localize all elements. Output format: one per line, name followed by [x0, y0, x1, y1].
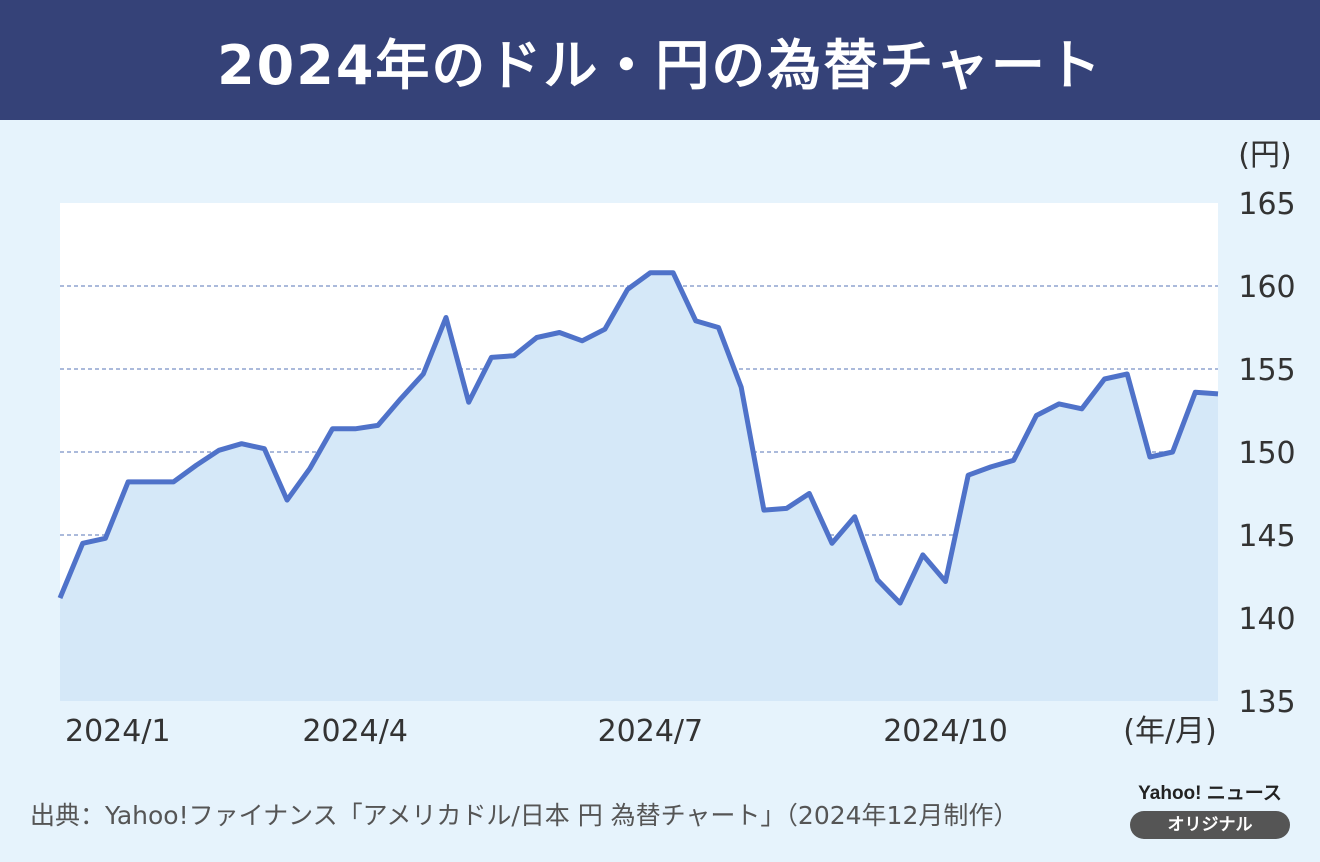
y-tick-label-165: 165	[1238, 187, 1295, 222]
chart-title: 2024年のドル・円の為替チャート	[217, 33, 1103, 97]
x-tick-label-2: 2024/7	[598, 714, 704, 749]
brand-name: Yahoo! ニュース	[1138, 783, 1282, 804]
x-tick-label-3: 2024/10	[883, 714, 1008, 749]
x-tick-labels: 2024/1 2024/4 2024/7 2024/10	[65, 714, 1008, 749]
y-tick-label-150: 150	[1238, 436, 1295, 471]
brand-badge: オリジナル	[1130, 811, 1290, 839]
y-tick-label-160: 160	[1238, 270, 1295, 305]
y-unit-label: (円)	[1238, 138, 1291, 173]
source-note: 出典：Yahoo!ファイナンス「アメリカドル/日本 円 為替チャート」（2024…	[30, 801, 1019, 830]
chart-header: 2024年のドル・円の為替チャート	[0, 0, 1320, 120]
x-unit-label: (年/月)	[1123, 714, 1217, 749]
y-tick-label-155: 155	[1238, 353, 1295, 388]
y-tick-label-140: 140	[1238, 602, 1295, 637]
x-tick-label-1: 2024/4	[302, 714, 408, 749]
brand-logo: Yahoo! ニュース オリジナル	[1130, 778, 1290, 839]
y-tick-labels: 135 140 145 150 155 160 165	[1238, 187, 1295, 720]
y-tick-label-135: 135	[1238, 685, 1295, 720]
rate-line	[57, 270, 1219, 606]
x-tick-label-0: 2024/1	[65, 714, 171, 749]
y-tick-label-145: 145	[1238, 519, 1295, 554]
rate-area	[60, 272, 1218, 701]
